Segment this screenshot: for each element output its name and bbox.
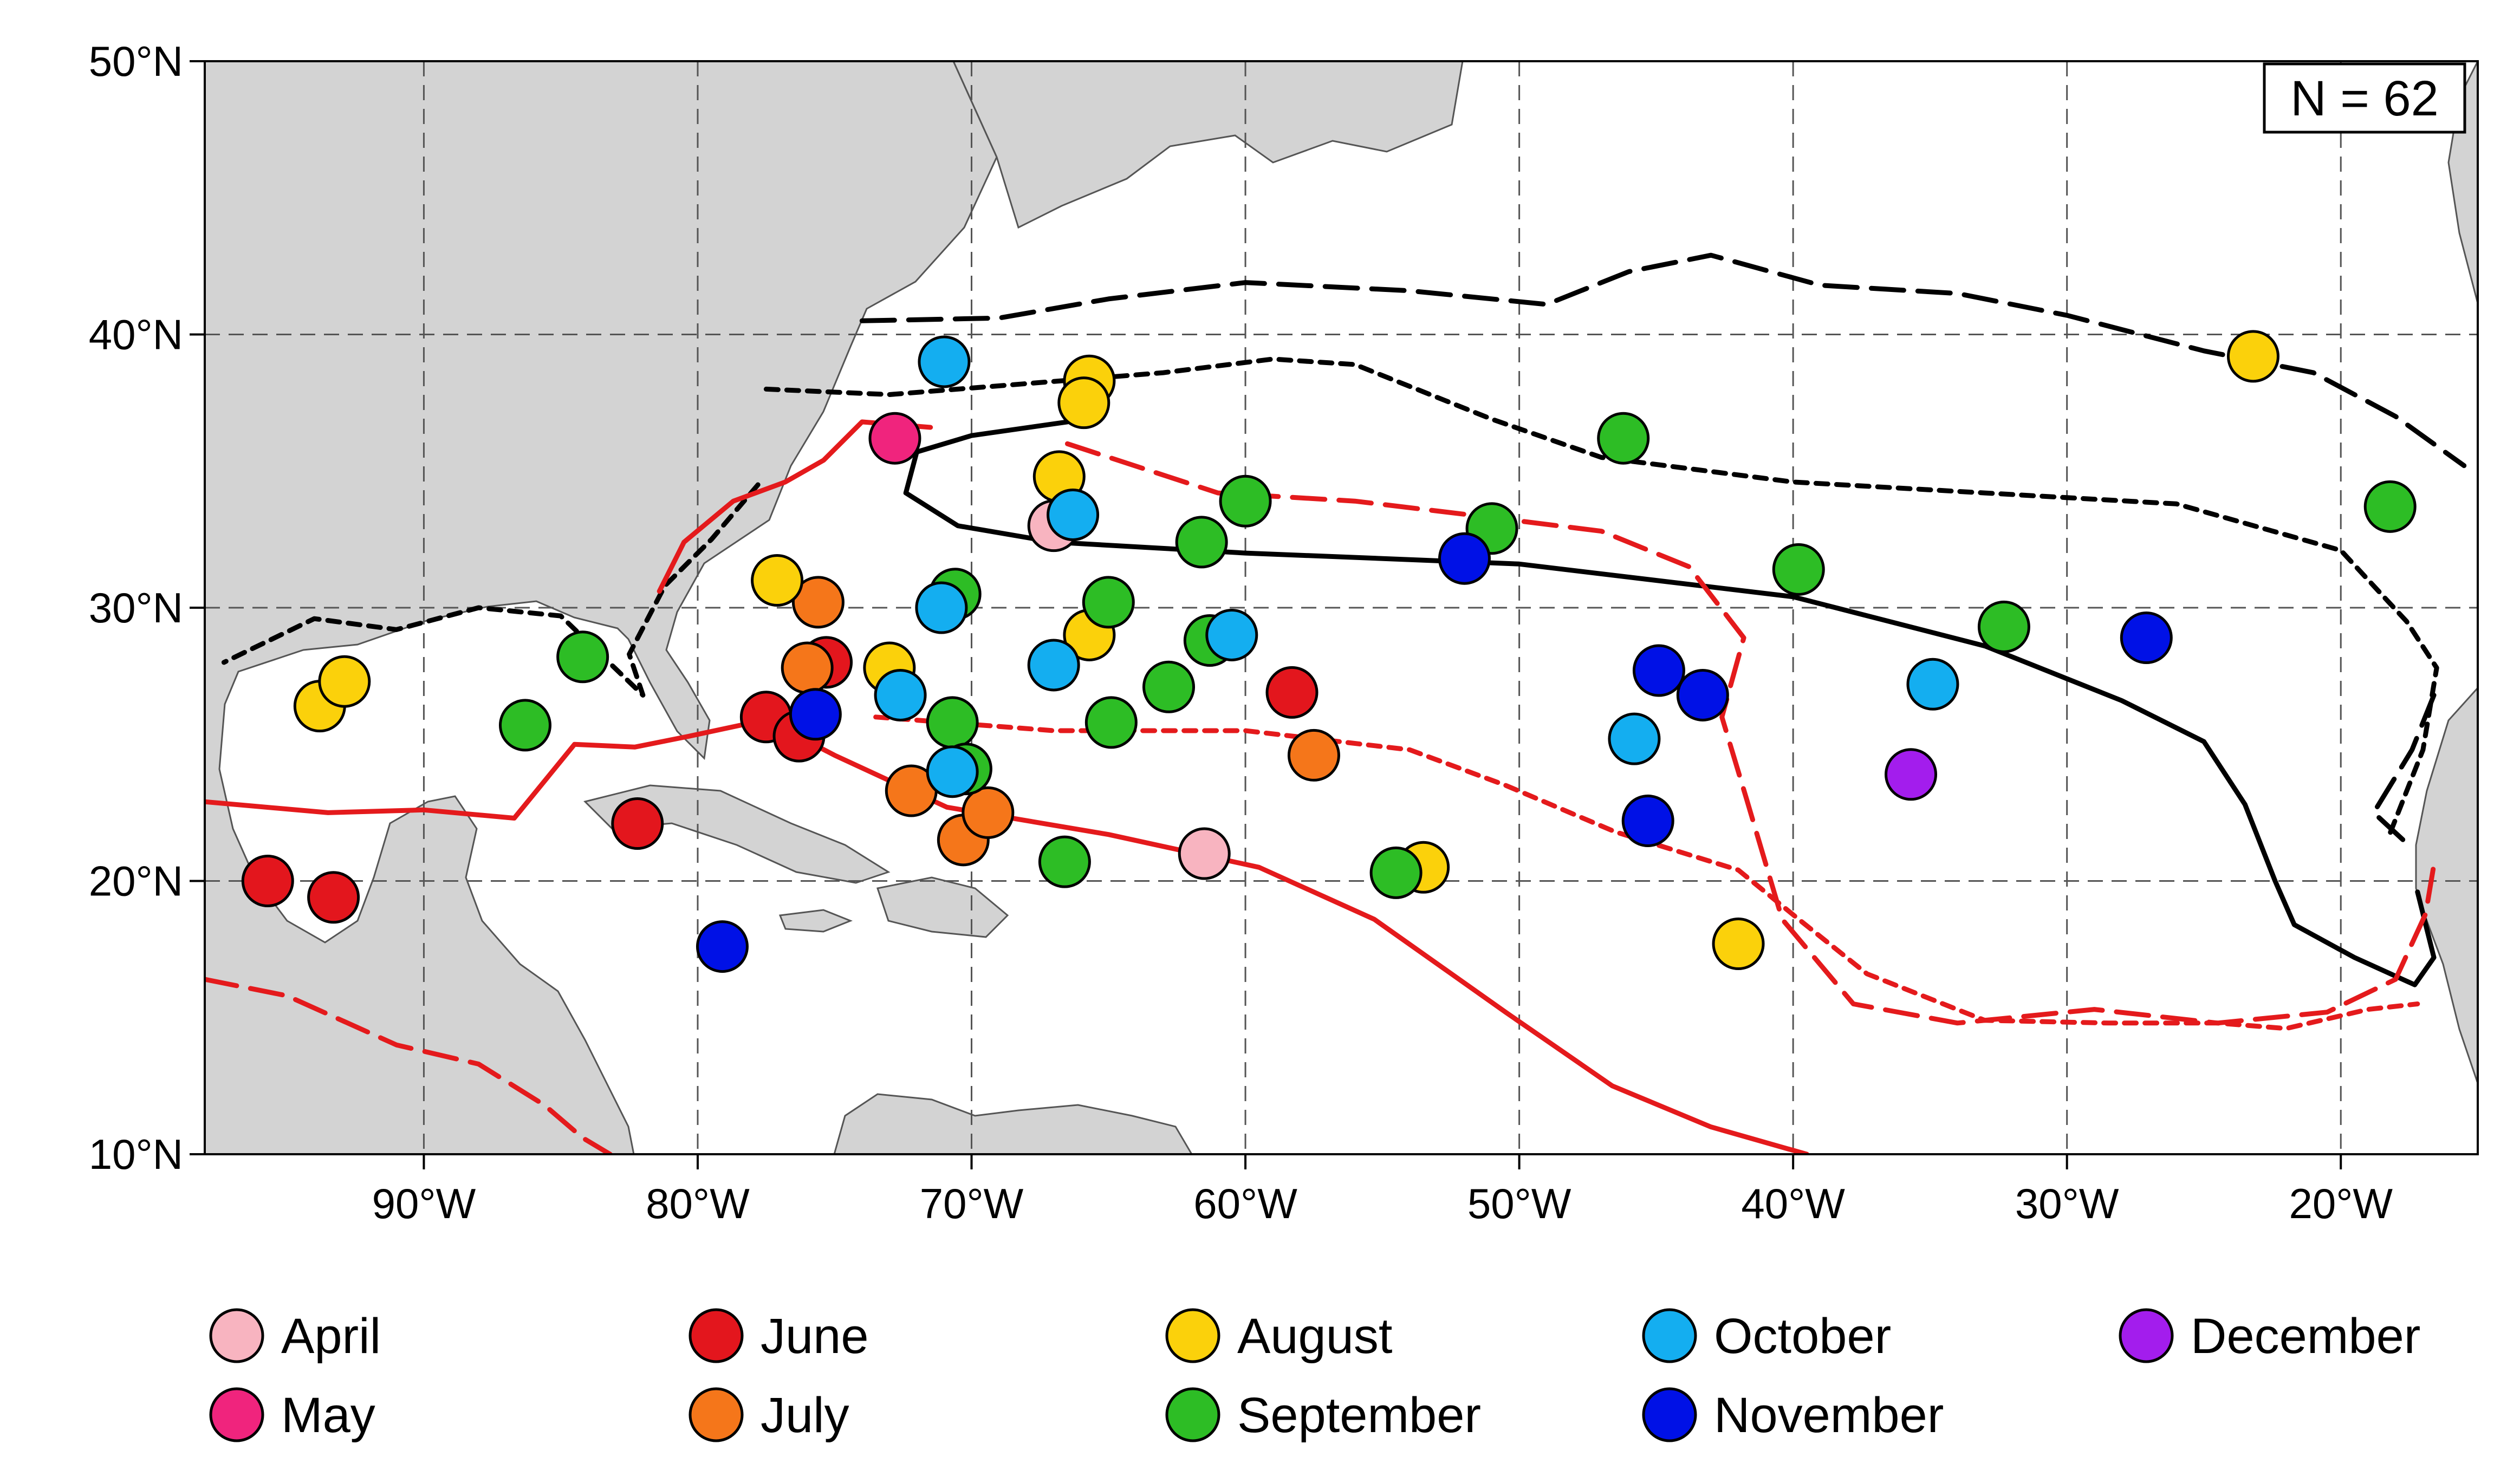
storm-point-november-55 [789, 688, 842, 741]
storm-point-november-54 [696, 920, 749, 973]
storm-point-september-43 [1977, 600, 2030, 653]
legend-label-september: September [1237, 1388, 1481, 1443]
lon-label-7: 20°W [2289, 1180, 2393, 1227]
storm-point-september-44 [2363, 480, 2417, 533]
storm-point-june-9 [1265, 666, 1319, 719]
legend-marker-may [209, 1387, 264, 1442]
storm-point-august-22 [1057, 376, 1110, 430]
lat-label-0: 10°N [89, 1130, 183, 1178]
legend-marker-september [1165, 1387, 1220, 1442]
storm-point-august-26 [2226, 330, 2279, 383]
lon-label-5: 40°W [1741, 1180, 1845, 1227]
storm-point-september-27 [498, 699, 551, 752]
storm-point-september-36 [1175, 516, 1228, 569]
lon-label-1: 80°W [646, 1180, 750, 1227]
lon-label-3: 60°W [1193, 1180, 1297, 1227]
storm-point-october-49 [1027, 639, 1080, 692]
storm-point-april-1 [1178, 827, 1231, 880]
contour-red-long-dash-6 [1065, 441, 2437, 1026]
storm-point-september-38 [1219, 474, 1272, 528]
legend-marker-november [1642, 1387, 1697, 1442]
lon-label-2: 70°W [920, 1180, 1024, 1227]
lon-label-6: 30°W [2015, 1180, 2119, 1227]
lat-label-4: 50°N [89, 37, 183, 85]
hispaniola-landmass [876, 876, 1009, 938]
storm-point-july-11 [791, 576, 845, 629]
count-label: N = 62 [2290, 71, 2439, 126]
contour-black-long-dash-0 [859, 252, 2467, 469]
storm-point-september-30 [926, 696, 979, 749]
storm-point-december-61 [1885, 748, 1938, 801]
storm-point-july-10 [781, 641, 834, 694]
storm-point-october-47 [874, 668, 927, 721]
jamaica-landmass [778, 909, 853, 933]
storm-point-may-2 [868, 412, 921, 465]
legend-label-june: June [761, 1309, 869, 1364]
storm-point-october-52 [1608, 712, 1661, 765]
storm-point-august-25 [1712, 918, 1765, 971]
storm-point-september-34 [1084, 696, 1138, 749]
grid-lines [205, 61, 2478, 1154]
storm-point-june-4 [307, 871, 360, 924]
contour-red-solid-5 [205, 717, 1809, 1154]
storm-point-november-58 [1676, 668, 1729, 721]
tick-marks [190, 60, 2342, 1169]
legend-marker-august [1165, 1308, 1220, 1363]
legend-marker-june [689, 1308, 744, 1363]
storm-point-september-39 [1369, 846, 1423, 899]
count-box-frame [2263, 62, 2466, 134]
storm-point-october-50 [1047, 488, 1100, 541]
legend-label-october: October [1714, 1309, 1891, 1364]
storm-point-august-18 [751, 554, 804, 607]
storm-point-october-53 [1906, 658, 1959, 711]
legend-marker-december [2119, 1308, 2174, 1363]
storm-point-september-42 [1772, 543, 1825, 596]
legend-marker-july [689, 1387, 744, 1442]
legend-label-may: May [281, 1388, 375, 1443]
storm-point-october-51 [1205, 608, 1258, 661]
legend-marker-october [1642, 1308, 1697, 1363]
lon-label-0: 90°W [372, 1180, 476, 1227]
legend-label-july: July [761, 1388, 849, 1443]
contour-black-long-dash-3 [2371, 692, 2437, 851]
storm-point-november-56 [1438, 532, 1491, 585]
atlantic-canada-landmass [952, 61, 1464, 229]
storm-point-june-5 [611, 797, 664, 850]
storm-point-october-48 [926, 745, 979, 798]
storm-point-september-33 [1082, 576, 1135, 629]
storm-point-october-45 [918, 335, 971, 388]
storm-point-july-14 [962, 786, 1015, 839]
storm-point-november-57 [1632, 644, 1685, 697]
legend-marker-april [209, 1308, 264, 1363]
storm-points [241, 330, 2417, 973]
storm-point-september-28 [556, 630, 609, 684]
storm-point-november-59 [1621, 795, 1674, 848]
storm-point-november-60 [2120, 611, 2173, 664]
storm-point-july-15 [1287, 729, 1340, 782]
latitude-labels: 10°N 20°N 30°N 40°N 50°N [89, 37, 183, 1178]
lon-label-4: 50°W [1467, 1180, 1571, 1227]
contour-red-solid-8 [657, 419, 933, 594]
storm-point-september-41 [1597, 412, 1650, 465]
storm-point-june-3 [241, 855, 294, 907]
lat-label-2: 30°N [89, 584, 183, 632]
legend-label-april: April [281, 1309, 381, 1364]
contour-black-solid-4 [903, 419, 2437, 987]
count-box: N = 62 [2263, 62, 2466, 134]
legend-label-november: November [1714, 1388, 1944, 1443]
storm-point-october-46 [915, 581, 968, 634]
lat-label-1: 20°N [89, 857, 183, 905]
longitude-labels: 90°W 80°W 70°W 60°W 50°W 40°W 30°W 20°W [372, 1180, 2393, 1227]
storm-point-september-35 [1142, 660, 1196, 713]
legend-label-august: August [1237, 1309, 1392, 1364]
legend-label-december: December [2191, 1309, 2420, 1364]
month-legend: April May June July August September October No… [209, 1308, 2420, 1443]
contour-red-long-dash-9 [205, 977, 613, 1154]
lat-label-3: 40°N [89, 311, 183, 359]
storm-point-september-32 [1038, 835, 1091, 888]
storm-point-august-17 [318, 655, 371, 708]
south-america-landmass [833, 1093, 1193, 1154]
